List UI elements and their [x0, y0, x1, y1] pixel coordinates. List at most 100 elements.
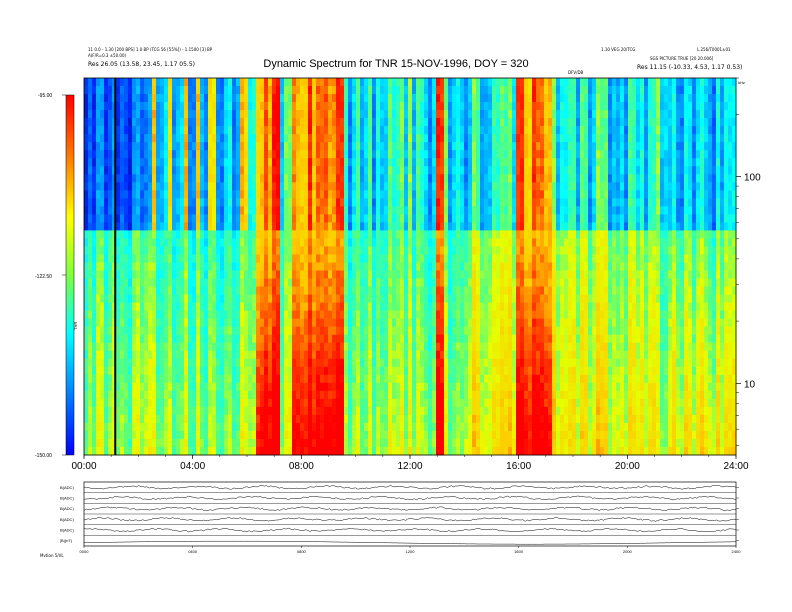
spectrum-cell: [340, 158, 345, 167]
spectrum-cell: [468, 238, 473, 247]
spectrum-cell: [388, 150, 393, 159]
spectrum-cell: [316, 438, 321, 448]
spectrum-cell: [304, 350, 309, 360]
spectrum-cell: [184, 422, 189, 432]
spectrum-cell: [500, 414, 505, 424]
spectrum-cell: [136, 150, 141, 159]
spectrum-cell: [288, 438, 293, 448]
spectrum-cell: [504, 366, 509, 376]
spectrum-cell: [136, 110, 141, 119]
spectrum-cell: [152, 174, 157, 183]
spectrum-cell: [132, 206, 137, 215]
spectrum-cell: [296, 190, 301, 199]
spectrum-cell: [212, 374, 217, 384]
spectrum-cell: [156, 190, 161, 199]
spectrum-cell: [100, 198, 105, 207]
spectrum-cell: [308, 214, 313, 223]
spectrum-cell: [340, 134, 345, 143]
spectrum-cell: [108, 86, 113, 95]
spectrum-cell: [100, 438, 105, 448]
spectrum-cell: [212, 430, 217, 440]
spectrum-cell: [160, 326, 165, 336]
spectrum-cell: [496, 358, 501, 368]
spectrum-cell: [476, 278, 481, 287]
spectrum-cell: [388, 142, 393, 151]
spectrum-cell: [404, 374, 409, 384]
spectrum-cell: [84, 94, 89, 103]
spectrum-cell: [320, 94, 325, 103]
spectrum-cell: [380, 278, 385, 287]
spectrum-cell: [360, 430, 365, 440]
spectrum-cell: [260, 342, 265, 352]
spectrum-cell: [468, 118, 473, 127]
spectrum-cell: [432, 166, 437, 175]
spectrum-cell: [392, 294, 397, 303]
spectrum-cell: [488, 118, 493, 127]
spectrum-cell: [440, 150, 445, 159]
spectrum-cell: [276, 86, 281, 95]
spectrum-cell: [400, 398, 405, 408]
spectrum-cell: [108, 278, 113, 287]
spectrum-cell: [120, 94, 125, 103]
spectrum-cell: [308, 398, 313, 408]
spectrum-cell: [444, 254, 449, 263]
spectrum-cell: [104, 286, 109, 295]
spectrum-cell: [276, 422, 281, 432]
spectrum-cell: [92, 278, 97, 287]
spectrum-cell: [456, 398, 461, 408]
spectrum-cell: [116, 414, 121, 424]
spectrum-cell: [496, 150, 501, 159]
spectrum-cell: [236, 446, 241, 456]
spectrum-cell: [220, 374, 225, 384]
spectrum-cell: [108, 126, 113, 135]
spectrum-cell: [488, 134, 493, 143]
spectrum-cell: [468, 390, 473, 400]
spectrum-cell: [144, 374, 149, 384]
spectrum-cell: [104, 406, 109, 416]
spectrum-cell: [252, 126, 257, 135]
spectrum-cell: [336, 342, 341, 352]
spectrum-cell: [284, 78, 289, 87]
spectrum-cell: [176, 182, 181, 191]
spectrum-cell: [480, 174, 485, 183]
spectrum-cell: [344, 406, 349, 416]
spectrum-cell: [480, 334, 485, 344]
spectrum-cell: [456, 198, 461, 207]
spectrum-cell: [252, 214, 257, 223]
spectrum-cell: [472, 430, 477, 440]
spectrum-cell: [268, 238, 273, 247]
spectrum-cell: [152, 134, 157, 143]
spectrum-cell: [264, 118, 269, 127]
spectrum-cell: [224, 182, 229, 191]
spectrum-cell: [92, 110, 97, 119]
spectrum-cell: [388, 382, 393, 392]
spectrum-cell: [456, 318, 461, 328]
spectrum-cell: [472, 174, 477, 183]
spectrum-cell: [380, 206, 385, 215]
spectrum-cell: [244, 102, 249, 111]
spectrum-cell: [488, 190, 493, 199]
spectrum-cell: [424, 230, 429, 239]
spectrum-cell: [224, 126, 229, 135]
spectrum-cell: [448, 118, 453, 127]
spectrum-cell: [96, 286, 101, 295]
spectrum-cell: [380, 238, 385, 247]
spectrum-cell: [464, 118, 469, 127]
spectrum-cell: [400, 406, 405, 416]
spectrum-cell: [84, 334, 89, 344]
spectrum-cell: [112, 134, 117, 143]
spectrum-cell: [348, 350, 353, 360]
spectrum-cell: [180, 78, 185, 87]
spectrum-cell: [404, 286, 409, 295]
spectrum-cell: [288, 190, 293, 199]
spectrum-cell: [84, 430, 89, 440]
spectrum-cell: [212, 366, 217, 376]
spectrum-cell: [160, 302, 165, 312]
spectrum-cell: [164, 78, 169, 87]
spectrum-cell: [444, 286, 449, 295]
spectrum-cell: [132, 278, 137, 287]
spectrum-cell: [128, 254, 133, 263]
spectrum-cell: [304, 318, 309, 328]
spectrum-cell: [280, 198, 285, 207]
spectrum-cell: [404, 206, 409, 215]
